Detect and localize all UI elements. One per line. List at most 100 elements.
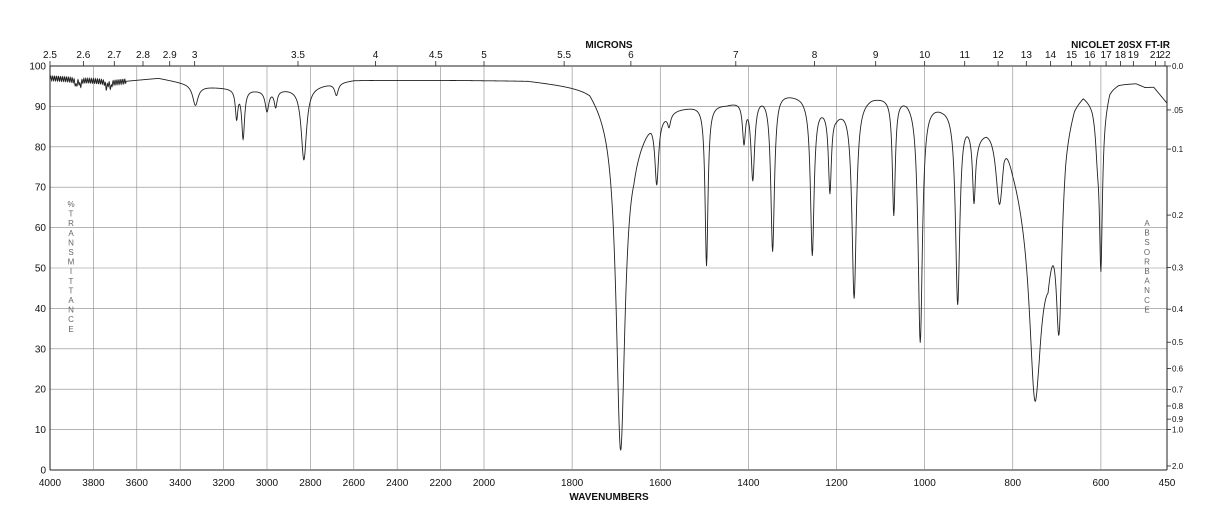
axis-label-char: R	[68, 219, 74, 228]
micron-tick-label: 7	[733, 50, 739, 61]
y-tick-label: 30	[35, 344, 47, 355]
top-axis-title: MICRONS	[585, 40, 633, 51]
axis-label-char: S	[1144, 238, 1149, 247]
micron-tick-label: 2.6	[76, 50, 90, 61]
micron-tick-label: 16	[1084, 50, 1096, 61]
axis-label-char: N	[1144, 286, 1150, 295]
micron-tick-label: 5.5	[557, 50, 571, 61]
y-tick-label: 100	[29, 62, 46, 73]
y-tick-label: 70	[35, 183, 47, 194]
axis-label-char: B	[1144, 229, 1149, 238]
x-tick-label: 2400	[386, 478, 409, 489]
axis-label-char: E	[68, 325, 73, 334]
absorbance-tick-label: 2.0	[1172, 462, 1184, 471]
axis-label-char: R	[1144, 257, 1150, 266]
x-tick-label: 3800	[82, 478, 105, 489]
y-tick-label: 50	[35, 264, 47, 275]
axis-label-char: C	[68, 315, 74, 324]
axis-label-char: T	[69, 277, 74, 286]
micron-tick-label: 14	[1045, 50, 1057, 61]
x-tick-label: 600	[1093, 478, 1110, 489]
axis-label-char: I	[70, 267, 72, 276]
absorbance-tick-label: 0.4	[1172, 305, 1184, 314]
axis-label-char: A	[68, 229, 74, 238]
x-tick-label: 3000	[256, 478, 279, 489]
micron-tick-label: 18	[1115, 50, 1127, 61]
micron-tick-label: 10	[919, 50, 931, 61]
micron-tick-label: 3.5	[291, 50, 305, 61]
axis-label-char: N	[68, 306, 74, 315]
absorbance-tick-label: 0.8	[1172, 402, 1184, 411]
x-tick-label: 800	[1004, 478, 1021, 489]
x-tick-label: 4000	[39, 478, 62, 489]
micron-tick-label: 12	[993, 50, 1005, 61]
axis-label-char: B	[1144, 267, 1149, 276]
micron-tick-label: 4.5	[429, 50, 443, 61]
axis-label-char: M	[68, 258, 75, 267]
absorbance-tick-label: 0.1	[1172, 145, 1184, 154]
x-axis-title: WAVENUMBERS	[569, 492, 649, 503]
absorbance-tick-label: .05	[1172, 106, 1184, 115]
x-tick-label: 3600	[126, 478, 149, 489]
axis-label-char: N	[68, 238, 74, 247]
absorbance-tick-label: 0.7	[1172, 385, 1184, 394]
micron-tick-label: 19	[1128, 50, 1140, 61]
micron-tick-label: 2.9	[163, 50, 177, 61]
spectrum-line	[49, 75, 1168, 451]
x-tick-label: 2600	[343, 478, 366, 489]
micron-tick-label: 2.8	[136, 50, 150, 61]
absorbance-tick-label: 0.0	[1172, 62, 1184, 71]
x-tick-label: 3200	[212, 478, 235, 489]
micron-tick-label: 6	[628, 50, 634, 61]
axis-label-char: A	[1144, 219, 1150, 228]
y-tick-label: 80	[35, 142, 47, 153]
micron-tick-label: 22	[1159, 50, 1171, 61]
x-tick-label: 2800	[299, 478, 322, 489]
y-tick-label: 20	[35, 385, 47, 396]
absorbance-tick-label: 0.3	[1172, 264, 1184, 273]
x-tick-label: 450	[1159, 478, 1176, 489]
x-tick-label: 2200	[429, 478, 452, 489]
absorbance-tick-label: 0.5	[1172, 338, 1184, 347]
micron-tick-label: 15	[1066, 50, 1078, 61]
axis-label-char: A	[1144, 277, 1150, 286]
x-tick-label: 1000	[914, 478, 937, 489]
micron-tick-label: 21	[1150, 50, 1162, 61]
micron-tick-label: 13	[1021, 50, 1033, 61]
axis-label-char: E	[1144, 305, 1149, 314]
x-tick-label: 1600	[649, 478, 672, 489]
x-tick-label: 1800	[561, 478, 584, 489]
axis-label-char: C	[1144, 296, 1150, 305]
absorbance-tick-label: 0.2	[1172, 211, 1184, 220]
micron-tick-label: 11	[960, 50, 971, 61]
x-tick-label: 2000	[473, 478, 496, 489]
axis-label-char: A	[68, 296, 74, 305]
micron-tick-label: 9	[873, 50, 879, 61]
absorbance-tick-label: 1.0	[1172, 426, 1184, 435]
x-tick-label: 3400	[169, 478, 192, 489]
micron-tick-label: 4	[373, 50, 379, 61]
micron-tick-label: 5	[481, 50, 487, 61]
absorbance-tick-label: 0.6	[1172, 365, 1184, 374]
chart-title: NICOLET 20SX FT-IR	[1071, 40, 1171, 51]
y-tick-label: 10	[35, 425, 47, 436]
micron-tick-label: 3	[192, 50, 198, 61]
micron-tick-label: 2.7	[107, 50, 121, 61]
micron-tick-label: 2.5	[43, 50, 57, 61]
axis-label-char: O	[1144, 248, 1150, 257]
y-tick-label: 40	[35, 304, 47, 315]
absorbance-tick-label: 0.9	[1172, 415, 1184, 424]
micron-tick-label: 17	[1101, 50, 1113, 61]
axis-label-char: T	[69, 286, 74, 295]
axis-label-char: T	[69, 210, 74, 219]
x-tick-label: 1400	[737, 478, 760, 489]
micron-tick-label: 8	[812, 50, 818, 61]
y-tick-label: 90	[35, 102, 47, 113]
y-tick-label: 60	[35, 223, 47, 234]
grid	[49, 61, 1171, 471]
axis-label-char: S	[68, 248, 73, 257]
